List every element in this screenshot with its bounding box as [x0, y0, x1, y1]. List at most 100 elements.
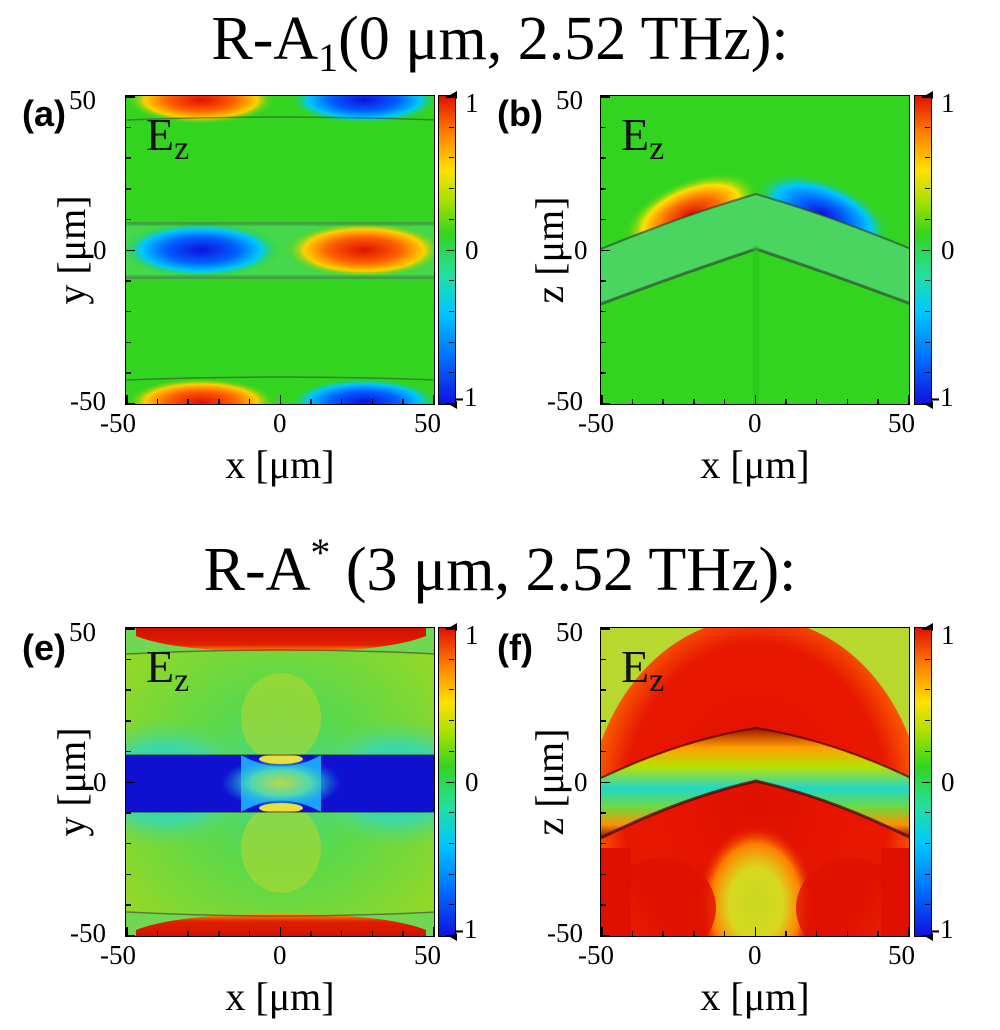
- axis-tick-mark: [631, 399, 634, 404]
- axis-tick-mark: [126, 873, 131, 876]
- colorbar-tick-f-mid: 0: [941, 767, 955, 797]
- axis-tick-mark: [126, 188, 131, 190]
- y-axis-label-f: z [μm]: [527, 728, 572, 836]
- panel-label-f: (f): [497, 627, 533, 668]
- colorbar-tick-mark: [449, 218, 454, 220]
- field-label-e: Ez: [146, 641, 190, 699]
- y-tick-e-top: 50: [69, 617, 96, 647]
- field-label-a: Ez: [146, 109, 190, 167]
- colorbar-tick-mark: [449, 812, 454, 814]
- colorbar-tick-mark: [449, 280, 454, 282]
- row-title-2: R-A* (3 μm, 2.52 THz):: [203, 530, 797, 605]
- axis-tick-mark: [126, 750, 131, 753]
- colorbar-tick-mark: [449, 689, 454, 691]
- axis-tick-mark: [601, 628, 610, 630]
- axis-tick-mark: [126, 812, 131, 814]
- colorbar-tick-mark: [925, 157, 930, 159]
- colorbar-tick-e-min: -1: [455, 914, 478, 944]
- axis-tick-mark: [340, 931, 343, 936]
- panel-label-e: (e): [22, 627, 66, 668]
- colorbar-tick-mark: [925, 341, 930, 343]
- axis-tick-mark: [126, 720, 131, 722]
- colorbar-tick-mark: [922, 249, 930, 251]
- x-tick-f-right: 50: [888, 940, 915, 970]
- x-axis-label-e: x [μm]: [225, 974, 335, 1019]
- colorbar-tick-mark: [446, 781, 454, 783]
- axis-tick-mark: [754, 395, 756, 404]
- axis-tick-mark: [126, 157, 131, 159]
- colorbar-tick-mark: [925, 218, 930, 220]
- colorbar-tick-mark: [449, 157, 454, 159]
- colorbar-tick-mark: [925, 310, 930, 312]
- axis-tick-mark: [815, 931, 818, 936]
- axis-tick-mark: [601, 750, 606, 753]
- x-axis-label-f: x [μm]: [700, 974, 810, 1019]
- axis-tick-mark: [218, 931, 220, 936]
- axis-tick-mark: [126, 658, 131, 661]
- colorbar-tick-mark: [925, 689, 930, 691]
- y-axis-label-b: z [μm]: [527, 196, 572, 304]
- axis-tick-mark: [601, 403, 610, 404]
- y-tick-e-mid: 0: [93, 767, 107, 797]
- x-tick-b-left: -50: [578, 408, 614, 438]
- colorbar-tick-f-max: 1: [941, 620, 955, 650]
- axis-tick-mark: [631, 931, 634, 936]
- colorbar-tick-mark: [925, 126, 930, 128]
- y-tick-f-top: 50: [556, 617, 583, 647]
- colorbar-tick-mark: [925, 842, 930, 844]
- axis-tick-mark: [126, 310, 131, 313]
- colorbar-tick-mark: [925, 280, 930, 282]
- panel-label-a: (a): [22, 93, 66, 134]
- axis-tick-mark: [785, 931, 787, 936]
- axis-tick-mark: [662, 399, 664, 404]
- panel-label-b: (b): [497, 93, 543, 134]
- colorbar-arrow-bot-b: [926, 401, 933, 409]
- x-tick-b-mid: 0: [748, 408, 762, 438]
- x-tick-a-right: 50: [414, 408, 441, 438]
- axis-tick-mark: [371, 399, 374, 404]
- colorbar-tick-mark: [925, 904, 930, 906]
- axis-tick-mark: [815, 399, 818, 404]
- x-tick-f-mid: 0: [748, 940, 762, 970]
- x-tick-f-left: -50: [578, 940, 614, 970]
- colorbar-tick-b-min: -1: [931, 382, 954, 412]
- axis-tick-mark: [601, 280, 606, 282]
- colorbar-tick-mark: [449, 842, 454, 844]
- heatmap-plot-e: Ez: [125, 627, 435, 937]
- colorbar-tick-a-max: 1: [465, 88, 479, 118]
- x-axis-label-a: x [μm]: [225, 442, 335, 487]
- axis-tick-mark: [248, 931, 251, 936]
- y-tick-a-bot: -50: [70, 386, 106, 416]
- axis-tick-mark: [126, 628, 135, 630]
- row-title-1: R-A1(0 μm, 2.52 THz):: [211, 5, 789, 80]
- axis-tick-mark: [785, 399, 787, 404]
- y-tick-f-mid: 0: [574, 767, 588, 797]
- colorbar-tick-a-min: -1: [455, 382, 478, 412]
- axis-tick-mark: [340, 399, 343, 404]
- axis-tick-mark: [601, 935, 610, 936]
- colorbar-e: [438, 627, 456, 937]
- axis-tick-mark: [279, 927, 281, 936]
- axis-tick-mark: [662, 931, 664, 936]
- colorbar-tick-f-min: -1: [931, 914, 954, 944]
- axis-tick-mark: [693, 931, 695, 936]
- x-tick-b-right: 50: [888, 408, 915, 438]
- axis-tick-mark: [601, 126, 606, 129]
- axis-tick-mark: [126, 280, 131, 282]
- axis-tick-mark: [126, 904, 131, 906]
- axis-tick-mark: [601, 781, 610, 783]
- axis-tick-mark: [693, 399, 695, 404]
- axis-tick-mark: [601, 96, 610, 98]
- colorbar-tick-mark: [925, 812, 930, 814]
- axis-tick-mark: [723, 399, 726, 404]
- axis-tick-mark: [218, 399, 220, 404]
- colorbar-tick-mark: [925, 873, 930, 875]
- axis-tick-mark: [601, 249, 610, 251]
- axis-tick-mark: [601, 395, 603, 404]
- axis-tick-mark: [433, 395, 434, 404]
- colorbar-f: [914, 627, 932, 937]
- axis-tick-mark: [126, 935, 135, 936]
- axis-tick-mark: [371, 931, 374, 936]
- axis-tick-mark: [126, 218, 131, 221]
- y-tick-b-top: 50: [556, 85, 583, 115]
